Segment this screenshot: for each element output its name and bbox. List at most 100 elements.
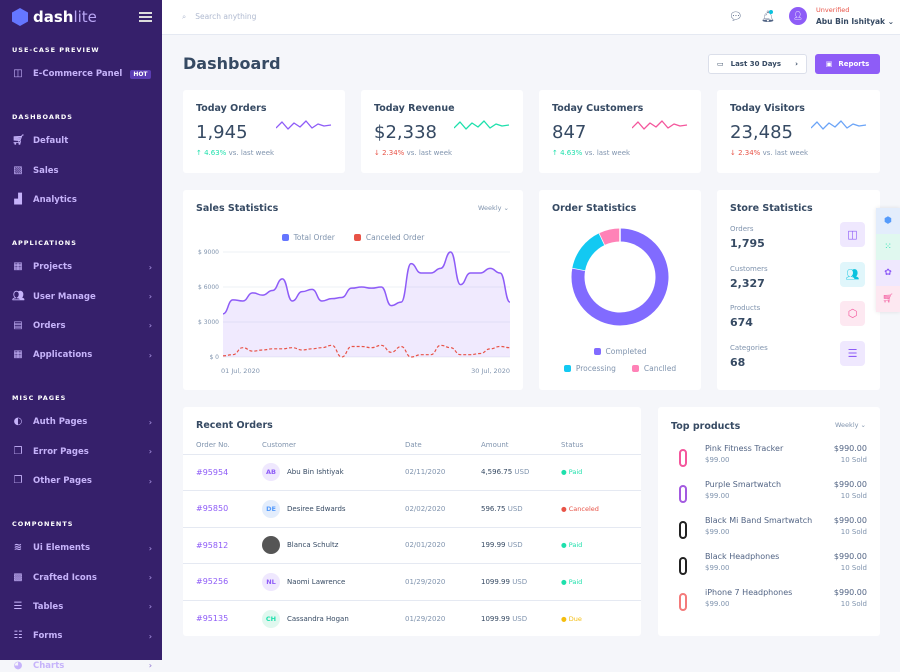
stat-change: ↓ 2.34% vs. last week <box>730 149 808 157</box>
column-header[interactable]: Date <box>405 441 422 450</box>
table-row[interactable]: #95954 AB Abu Bin Ishtiyak 02/11/2020 4,5… <box>183 453 641 491</box>
sidebar-item-applications[interactable]: ▦ Applications › <box>12 349 152 361</box>
chat-icon[interactable]: 💬︎ <box>729 10 743 23</box>
reports-label: Reports <box>838 60 870 68</box>
avatar: CH <box>262 609 280 628</box>
order-number-link[interactable]: #95954 <box>196 467 229 477</box>
sidebar-item-user-manage[interactable]: 👥︎ User Manage › <box>12 291 152 303</box>
sidebar-item-forms[interactable]: ☷ Forms › <box>12 630 152 642</box>
apps-grid-icon[interactable]: ⁙ <box>876 234 900 260</box>
change-percent: 4.63% <box>204 149 227 157</box>
product-item[interactable]: Purple Smartwatch $99.00 $990.00 10 Sold <box>671 480 867 516</box>
search-input[interactable]: ⌕ Search anything <box>182 12 256 22</box>
y-tick-label: $ 6000 <box>198 284 219 291</box>
column-header[interactable]: Amount <box>481 441 509 450</box>
flower-icon[interactable]: ✿ <box>876 260 900 286</box>
product-name: Purple Smartwatch <box>705 480 782 489</box>
table-row[interactable]: #95850 DE Desiree Edwards 02/02/2020 596.… <box>183 490 641 527</box>
product-name: Pink Fitness Tracker <box>705 444 784 453</box>
sidebar-item-error-pages[interactable]: ❐ Error Pages › <box>12 446 152 458</box>
column-header[interactable]: Order No. <box>196 441 230 450</box>
sidebar-item-ui-elements[interactable]: ≋ Ui Elements › <box>12 542 152 554</box>
logo[interactable]: dash lite <box>12 8 97 26</box>
product-item[interactable]: iPhone 7 Headphones $99.00 $990.00 10 Sold <box>671 588 867 624</box>
filter-dropdown[interactable]: Weekly ⌄ <box>835 421 866 429</box>
chevron-right-icon: › <box>148 543 152 553</box>
nav-section-title: COMPONENTS <box>12 520 74 529</box>
arrow-up-icon: ↑ <box>196 149 205 157</box>
store-stat-value: 2,327 <box>730 276 765 290</box>
sidebar-item-sales[interactable]: ▧ Sales <box>12 165 152 177</box>
cart-icon[interactable]: 🛒︎ <box>876 286 900 312</box>
table-row[interactable]: #95812 Blanca Schultz 02/01/2020 199.99 … <box>183 526 641 564</box>
store-statistics-card: Store Statistics Orders 1,795 ◫ Customers 2,… <box>717 190 880 390</box>
demo-icon[interactable]: ⬢ <box>876 208 900 234</box>
arrow-up-icon: ↑ <box>552 149 561 157</box>
status-label: Paid <box>568 577 583 586</box>
date-range-button[interactable]: ▭ Last 30 Days › <box>708 54 807 74</box>
stat-card: Today Visitors 23,485 ↓ 2.34% vs. last w… <box>717 90 880 173</box>
sidebar-item-default[interactable]: 🛒︎ Default <box>12 135 152 147</box>
product-item[interactable]: Pink Fitness Tracker $99.00 $990.00 10 Sold <box>671 444 867 480</box>
sidebar-item-charts[interactable]: ◕ Charts › <box>12 660 152 672</box>
product-price: $99.00 <box>705 528 730 536</box>
table-icon: ☰ <box>13 600 23 612</box>
order-number-link[interactable]: #95812 <box>196 540 229 550</box>
stat-value: 1,945 <box>196 122 248 143</box>
stat-card: Today Customers 847 ↑ 4.63% vs. last wee… <box>539 90 701 173</box>
sidebar-item-auth-pages[interactable]: ◐ Auth Pages › <box>12 416 152 428</box>
avatar: NL <box>262 572 280 591</box>
table-row[interactable]: #95135 CH Cassandra Hogan 01/29/2020 1099… <box>183 599 641 637</box>
customer-name: Naomi Lawrence <box>287 577 346 586</box>
column-header[interactable]: Status <box>561 441 584 450</box>
chevron-right-icon: › <box>148 447 152 457</box>
store-stat-label: Orders <box>730 225 754 233</box>
form-icon: ☷ <box>13 630 23 642</box>
avatar[interactable]: 👤︎ <box>789 7 807 25</box>
reports-button[interactable]: ▣ Reports <box>815 54 880 74</box>
sidebar-item-e-commerce-panel[interactable]: ◫ E-Commerce Panel HOT <box>12 68 152 80</box>
status-badge: ● Paid <box>561 541 583 550</box>
order-number-link[interactable]: #95135 <box>196 614 229 623</box>
donut-slice-cancelled <box>599 228 621 246</box>
files-icon: ❐ <box>13 475 23 486</box>
order-number-link[interactable]: #95850 <box>196 504 229 514</box>
chevron-right-icon: › <box>148 292 152 301</box>
product-image <box>671 446 695 470</box>
order-date: 02/11/2020 <box>392 453 468 491</box>
sidebar-item-projects[interactable]: ▦ Projects › <box>12 261 152 273</box>
sidebar-item-other-pages[interactable]: ❐ Other Pages › <box>12 475 152 487</box>
topbar: ⌕ Search anything 💬︎ 🔔︎ 👤︎ Unverified Abu… <box>162 0 900 35</box>
sidebar-item-orders[interactable]: ▤ Orders › <box>12 320 152 332</box>
column-header[interactable]: Customer <box>262 441 297 450</box>
card-title: Sales Statistics <box>196 203 279 214</box>
customer-name: Blanca Schultz <box>287 541 339 550</box>
calendar-icon: ▭ <box>717 60 724 68</box>
change-percent: 4.63% <box>560 149 583 157</box>
sidebar-item-analytics[interactable]: ▟ Analytics <box>12 194 152 206</box>
page-title: Dashboard <box>183 54 281 73</box>
sidebar-item-label: E-Commerce Panel <box>33 69 123 79</box>
product-item[interactable]: Black Headphones $99.00 $990.00 10 Sold <box>671 552 867 588</box>
sidebar-item-crafted-icons[interactable]: ▩ Crafted Icons › <box>12 572 152 584</box>
menu-toggle-icon[interactable] <box>139 12 152 22</box>
sidebar-item-tables[interactable]: ☰ Tables › <box>12 601 152 613</box>
card-icon: ▤ <box>13 319 23 331</box>
order-number-link[interactable]: #95256 <box>196 577 229 587</box>
date-range-label: Last 30 Days <box>730 60 781 68</box>
product-item[interactable]: Black Mi Band Smartwatch $99.00 $990.00 10 … <box>671 516 867 552</box>
user-menu[interactable]: Abu Bin Ishityak ⌄ <box>816 17 894 26</box>
icons-grid-icon: ▩ <box>13 571 23 583</box>
legend-label: Canceled Order <box>365 233 425 242</box>
table-row[interactable]: #95256 NL Naomi Lawrence 01/29/2020 1099.… <box>183 563 641 600</box>
store-stat-label: Customers <box>730 264 768 273</box>
change-suffix: vs. last week <box>762 149 809 157</box>
filter-dropdown[interactable]: Weekly ⌄ <box>478 204 509 212</box>
legend-label: Completed <box>605 347 647 356</box>
legend-label: Canclled <box>643 364 677 373</box>
chevron-right-icon: › <box>148 262 152 272</box>
change-suffix: vs. last week <box>228 149 275 157</box>
chevron-right-icon: › <box>148 476 152 486</box>
users-icon: 👥︎ <box>12 290 25 302</box>
store-stat-value: 1,795 <box>730 237 765 250</box>
